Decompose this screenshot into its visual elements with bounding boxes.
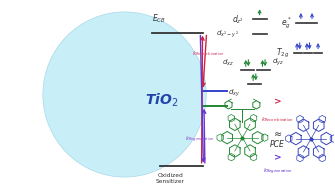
Text: $\approx$: $\approx$	[272, 128, 283, 138]
Text: TiO$_2$: TiO$_2$	[145, 91, 178, 109]
Text: $k_{Regeneration}$: $k_{Regeneration}$	[263, 167, 292, 177]
Text: >: >	[274, 98, 281, 107]
Circle shape	[43, 12, 206, 177]
Text: PCE: PCE	[270, 140, 285, 149]
Text: Oxidized
Sensitizer: Oxidized Sensitizer	[155, 173, 185, 184]
Text: $k_{Recombination}$: $k_{Recombination}$	[192, 49, 225, 58]
Text: $d_{z^2}$: $d_{z^2}$	[232, 13, 244, 26]
Text: $k_{Regeneration}$: $k_{Regeneration}$	[185, 134, 214, 145]
Text: $E_{CB}$: $E_{CB}$	[152, 13, 166, 25]
Text: $d_{x^2-y^2}$: $d_{x^2-y^2}$	[216, 29, 239, 40]
Text: >: >	[274, 153, 281, 162]
Text: $d_{yz}$: $d_{yz}$	[272, 57, 284, 68]
Text: $d_{xz}$: $d_{xz}$	[222, 57, 234, 68]
Text: $k_{Recombination}$: $k_{Recombination}$	[261, 115, 294, 124]
Text: $d_{xy}$: $d_{xy}$	[228, 88, 241, 99]
Text: $e_g^*$: $e_g^*$	[281, 15, 291, 31]
Text: $T_{2g}$: $T_{2g}$	[276, 47, 289, 60]
